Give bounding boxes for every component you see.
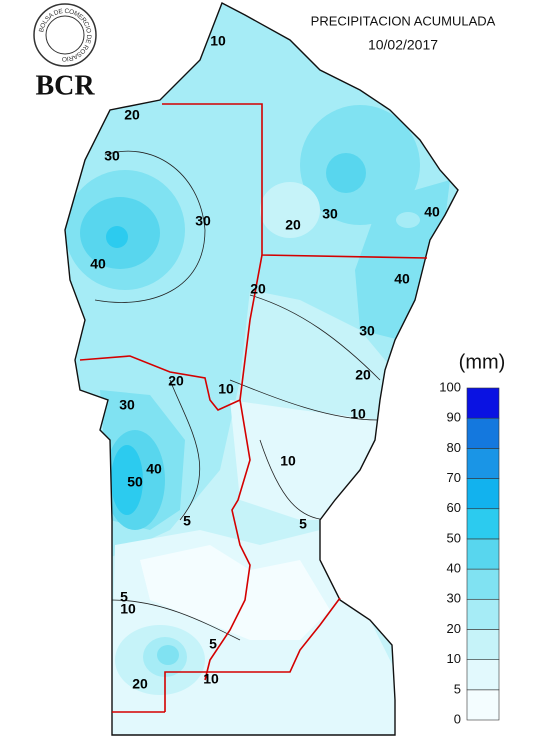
contour-label: 5 — [183, 513, 191, 529]
contour-label: 40 — [424, 204, 440, 220]
legend-tick-label: 70 — [447, 470, 461, 485]
legend-tick-label: 100 — [439, 379, 461, 394]
logo-initials: BCR — [35, 70, 95, 101]
precip-zone — [260, 182, 320, 238]
contour-label: 10 — [218, 381, 234, 397]
contour-label: 30 — [119, 397, 135, 413]
contour-label: 10 — [280, 453, 296, 469]
legend-tick-label: 5 — [454, 681, 461, 696]
map-date: 10/02/2017 — [368, 37, 438, 53]
legend-tick-label: 30 — [447, 591, 461, 606]
border — [162, 103, 428, 259]
precip-zone — [326, 153, 366, 193]
contour-label: 5 — [120, 589, 128, 605]
legend-swatch — [466, 448, 500, 479]
department-borders — [79, 103, 428, 713]
province-outline — [64, 2, 459, 736]
isoline — [169, 379, 201, 521]
border — [204, 254, 263, 681]
legend-tick-label: 60 — [447, 500, 461, 515]
contour-label: 40 — [394, 271, 410, 287]
legend-tick-label: 0 — [454, 711, 461, 726]
precip-zone — [111, 445, 143, 515]
contour-label: 20 — [124, 107, 140, 123]
legend-tick-label: 20 — [447, 621, 461, 636]
map-title: PRECIPITACION ACUMULADA — [311, 13, 496, 28]
legend-swatch — [466, 598, 500, 630]
contour-label: 30 — [359, 323, 375, 339]
legend-unit: (mm) — [459, 351, 506, 373]
legend-swatch — [466, 387, 500, 419]
contour-label: 10 — [350, 406, 366, 422]
contour-label: 30 — [195, 213, 211, 229]
contour-label: 20 — [132, 676, 148, 692]
contour-label: 20 — [355, 367, 371, 383]
border — [79, 355, 241, 411]
legend-tick-label: 80 — [447, 440, 461, 455]
legend-swatch — [466, 659, 500, 691]
legend-tick-label: 90 — [447, 410, 461, 425]
legend-swatch — [466, 689, 500, 721]
contour-label: 5 — [299, 516, 307, 532]
contour-label: 10 — [120, 601, 136, 617]
legend: 0 5 10 20 30 40 50 60 70 80 90 100 — [439, 379, 500, 726]
logo-ring — [33, 3, 97, 67]
precip-zone — [157, 645, 179, 665]
logo-inner — [45, 15, 85, 55]
precip-zone — [396, 212, 420, 228]
legend-swatch — [466, 508, 500, 540]
contour-label: 50 — [127, 474, 143, 490]
legend-tick-label: 50 — [447, 530, 461, 545]
contour-label: 10 — [203, 671, 219, 687]
legend-swatch — [466, 417, 500, 449]
legend-tick-label: 40 — [447, 561, 461, 576]
contour-label: 30 — [104, 148, 120, 164]
legend-swatch — [466, 629, 500, 660]
precip-zone — [355, 180, 450, 340]
isoline — [94, 150, 206, 303]
border — [164, 597, 341, 712]
contour-label: 20 — [250, 281, 266, 297]
isoline — [111, 599, 241, 641]
precip-zone — [106, 226, 128, 248]
contour-label: 40 — [90, 256, 106, 272]
legend-tick-label: 10 — [447, 651, 461, 666]
logo: BOLSA DE COMERCIO DE ROSARIO BCR — [33, 3, 97, 101]
contour-label: 20 — [285, 217, 301, 233]
isoline — [249, 294, 381, 381]
contour-label: 5 — [209, 636, 217, 652]
contour-label: 40 — [146, 461, 162, 477]
isoline — [229, 379, 379, 421]
contour-label: 20 — [168, 373, 184, 389]
legend-swatch — [466, 538, 500, 570]
legend-swatch — [466, 478, 500, 510]
contour-label: 30 — [322, 206, 338, 222]
contour-label: 10 — [210, 33, 226, 49]
legend-swatch — [466, 568, 500, 600]
precip-zone — [140, 545, 330, 640]
